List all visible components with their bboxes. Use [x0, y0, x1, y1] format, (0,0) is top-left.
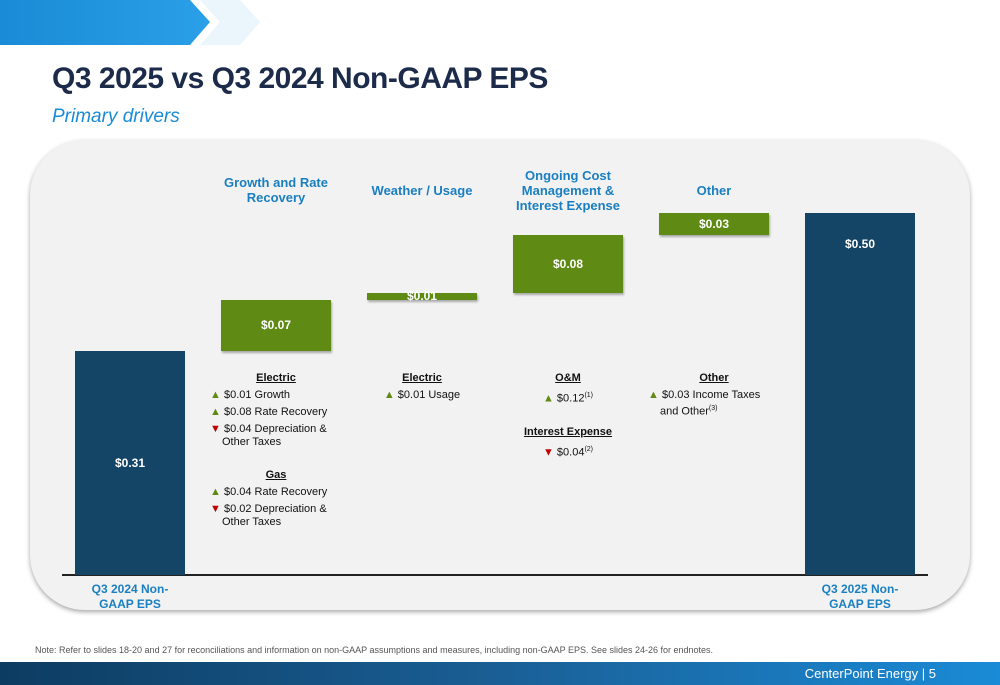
driver-column: Electric ▲ $0.01 Growth ▲ $0.08 Rate Recov…: [203, 372, 349, 549]
driver-items: ▲ $0.12(1): [543, 389, 593, 410]
endnote-ref: (3): [708, 405, 718, 412]
driver-item: ▼ $0.02 Depreciation & Other Taxes: [210, 503, 342, 529]
driver-items: ▲ $0.01 Usage: [384, 389, 460, 406]
driver-section: Other ▲ $0.03 Income Taxes and Other(3): [641, 372, 787, 423]
category-header: Ongoing Cost Management & Interest Expen…: [515, 167, 621, 213]
category-header: Weather / Usage: [371, 182, 473, 198]
value-label: $0.50: [844, 237, 876, 251]
driver-column: O&M ▲ $0.12(1) Interest Expense ▼ $0.04(2): [495, 372, 641, 479]
driver-text: $0.08 Rate Recovery: [223, 406, 328, 418]
driver-heading: O&M: [555, 372, 581, 384]
driver-heading: Electric: [256, 372, 296, 384]
down-arrow: ▼: [210, 503, 224, 515]
driver-column: Electric ▲ $0.01 Usage: [349, 372, 495, 422]
endnote-ref: (2): [584, 445, 594, 453]
up-arrow: ▲: [383, 389, 398, 401]
bar: [659, 213, 769, 235]
up-arrow: ▲: [648, 389, 662, 401]
footer: CenterPoint Energy | 5: [804, 666, 936, 681]
up-arrow: ▲: [210, 389, 224, 401]
driver-section: O&M ▲ $0.12(1): [495, 372, 641, 410]
value-label: $0.07: [260, 318, 292, 333]
driver-section: Interest Expense ▼ $0.04(2): [495, 426, 641, 464]
driver-item: ▲ $0.08 Rate Recovery: [210, 406, 342, 419]
driver-items: ▲ $0.03 Income Taxes and Other(3): [648, 389, 780, 423]
driver-heading: Gas: [265, 469, 287, 481]
category-header: Growth and Rate Recovery: [223, 175, 328, 205]
value-label: $0.08: [552, 256, 584, 271]
driver-text: $0.12: [556, 392, 585, 405]
driver-item: ▲ $0.12(1): [543, 389, 593, 406]
driver-item: ▼ $0.04 Depreciation & Other Taxes: [210, 423, 342, 449]
driver-text: $0.01 Usage: [397, 389, 461, 401]
up-arrow: ▲: [542, 392, 557, 405]
driver-items: ▲ $0.04 Rate Recovery ▼ $0.02 Depreciatio…: [210, 486, 342, 533]
value-label: $0.31: [114, 455, 146, 470]
bar: [513, 234, 623, 293]
value-label: $0.03: [698, 216, 730, 231]
driver-item: ▲ $0.03 Income Taxes and Other(3): [648, 389, 780, 419]
driver-item: ▲ $0.01 Usage: [384, 389, 460, 402]
top-banner: [0, 0, 260, 45]
driver-column: Other ▲ $0.03 Income Taxes and Other(3): [641, 372, 787, 439]
baseline: [62, 574, 928, 576]
driver-items: ▲ $0.01 Growth ▲ $0.08 Rate Recovery ▼ $0.…: [210, 389, 342, 453]
up-arrow: ▲: [210, 486, 224, 498]
category-label: Q3 2025 Non-GAAP EPS: [821, 582, 899, 611]
down-arrow: ▼: [542, 446, 557, 459]
driver-section: Electric ▲ $0.01 Usage: [349, 372, 495, 406]
subtitle: Primary drivers: [52, 106, 180, 127]
category-label: Q3 2024 Non-GAAP EPS: [91, 582, 169, 611]
driver-item: ▲ $0.04 Rate Recovery: [210, 486, 342, 499]
driver-item: ▼ $0.04(2): [543, 443, 593, 460]
driver-text: $0.04 Rate Recovery: [223, 486, 328, 498]
driver-text: $0.03 Income Taxes and Other: [660, 389, 761, 418]
note: Note: Refer to slides 18-20 and 27 for r…: [35, 645, 714, 655]
driver-text: $0.02 Depreciation & Other Taxes: [222, 503, 327, 528]
bar: [367, 292, 477, 300]
down-arrow: ▼: [210, 423, 224, 435]
driver-section: Electric ▲ $0.01 Growth ▲ $0.08 Rate Recov…: [203, 372, 349, 453]
bar: [75, 350, 185, 575]
footer-bar: [0, 662, 1000, 685]
up-arrow: ▲: [210, 406, 224, 418]
driver-item: ▲ $0.01 Growth: [210, 389, 342, 402]
driver-text: $0.01 Growth: [223, 389, 290, 401]
driver-text: $0.04: [556, 446, 585, 459]
category-header: Other: [696, 182, 732, 198]
driver-heading: Electric: [402, 372, 442, 384]
title: Q3 2025 vs Q3 2024 Non-GAAP EPS: [52, 62, 548, 95]
driver-heading: Other: [699, 372, 729, 384]
driver-heading: Interest Expense: [523, 425, 613, 438]
bar: [805, 213, 915, 575]
value-label: $0.01: [406, 289, 438, 304]
driver-section: Gas ▲ $0.04 Rate Recovery ▼ $0.02 Deprecia…: [203, 469, 349, 533]
endnote-ref: (1): [584, 392, 594, 399]
bar: [221, 299, 331, 351]
driver-text: $0.04 Depreciation & Other Taxes: [222, 423, 327, 448]
driver-items: ▼ $0.04(2): [543, 443, 593, 464]
chart: $0.31 Q3 2024 Non-GAAP EPS $0.07 Growth and…: [62, 167, 928, 611]
